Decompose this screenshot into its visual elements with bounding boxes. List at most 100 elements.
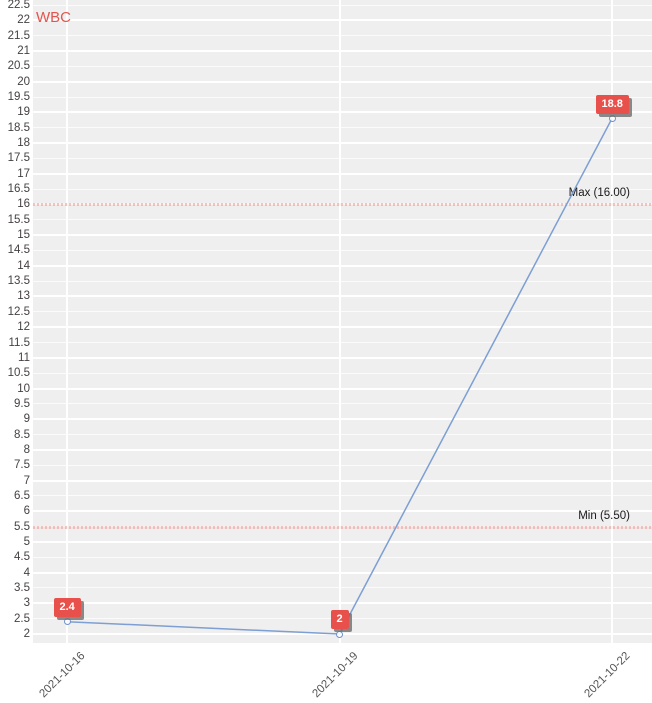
h-gridline (33, 111, 652, 114)
y-tick-label: 10.5 (7, 367, 30, 380)
y-tick-label: 18 (17, 137, 30, 150)
h-gridline (33, 4, 652, 6)
line-path (66, 118, 613, 635)
y-tick-label: 8 (23, 443, 30, 456)
plot-area: Max (16.00) Min (5.50) 2.4 2 18.8 (33, 0, 652, 643)
h-gridline (33, 19, 652, 22)
y-tick-label: 2 (23, 628, 30, 640)
y-tick-label: 4 (23, 566, 30, 579)
h-gridline (33, 249, 652, 251)
h-gridline (33, 172, 652, 175)
y-tick-label: 12.5 (7, 305, 30, 318)
h-gridline (33, 587, 652, 589)
y-axis: 22.5 22 21.5 21 20.5 20 19.5 19 18.5 18 17.5 17 16.5… (0, 0, 30, 643)
h-gridline (33, 602, 652, 605)
y-tick-label: 20 (17, 75, 30, 88)
y-tick-label: 20.5 (7, 60, 30, 73)
y-tick-label: 19.5 (7, 91, 30, 104)
y-tick-label: 4.5 (14, 551, 30, 564)
reference-line (33, 525, 652, 529)
h-gridline (33, 127, 652, 129)
y-tick-label: 12 (17, 321, 30, 334)
h-gridline (33, 418, 652, 421)
h-gridline (33, 50, 652, 53)
h-gridline (33, 387, 652, 390)
y-tick-label: 17.5 (7, 152, 30, 165)
h-gridline (33, 35, 652, 37)
y-tick-label: 14.5 (7, 244, 30, 257)
y-tick-label: 16.5 (7, 183, 30, 196)
h-gridline (33, 495, 652, 497)
line-series (66, 118, 613, 635)
h-gridline (33, 464, 652, 466)
y-tick-label: 15.5 (7, 213, 30, 226)
y-tick-label: 6 (23, 505, 30, 518)
y-tick-label: 19 (17, 106, 30, 119)
data-point-label: 18.8 (595, 94, 629, 114)
h-gridline (33, 326, 652, 329)
reference-line-label: Max (16.00) (568, 187, 630, 200)
y-tick-label: 5 (23, 535, 30, 548)
h-gridline (33, 142, 652, 145)
h-gridline (33, 540, 652, 543)
y-tick-label: 18.5 (7, 121, 30, 134)
h-gridline (33, 556, 652, 558)
h-gridline (33, 311, 652, 313)
x-tick-label: 2021-10-16 (37, 650, 88, 701)
y-tick-label: 7 (23, 474, 30, 487)
h-gridline (33, 372, 652, 374)
v-gridline (611, 0, 613, 643)
y-tick-label: 13 (17, 290, 30, 303)
y-tick-label: 21 (17, 45, 30, 58)
y-tick-label: 6.5 (14, 489, 30, 502)
h-gridline (33, 234, 652, 237)
reference-line-label: Min (5.50) (578, 509, 630, 522)
y-tick-label: 9.5 (14, 397, 30, 410)
chart-title: WBC (36, 9, 71, 26)
h-gridline (33, 219, 652, 221)
x-axis: 2021-10-16 2021-10-19 2021-10-22 (0, 643, 652, 703)
y-tick-label: 22 (17, 14, 30, 27)
y-tick-label: 3.5 (14, 581, 30, 594)
data-point-marker[interactable] (608, 115, 616, 123)
x-tick-label: 2021-10-19 (309, 650, 360, 701)
h-gridline (33, 571, 652, 574)
data-point-label: 2.4 (53, 597, 81, 617)
h-gridline (33, 188, 652, 190)
h-gridline (33, 157, 652, 159)
y-tick-label: 7.5 (14, 459, 30, 472)
h-gridline (33, 448, 652, 451)
v-gridline (338, 0, 341, 643)
y-tick-label: 15 (17, 229, 30, 242)
h-gridline (33, 479, 652, 482)
y-tick-label: 17 (17, 167, 30, 180)
data-point-label: 2 (330, 610, 349, 629)
reference-line (33, 203, 652, 207)
y-tick-label: 21.5 (7, 29, 30, 42)
h-gridline (33, 96, 652, 98)
y-tick-label: 2.5 (14, 612, 30, 625)
y-tick-label: 11 (18, 351, 30, 364)
y-tick-label: 3 (23, 597, 30, 610)
h-gridline (33, 356, 652, 359)
h-gridline (33, 403, 652, 405)
data-point-marker[interactable] (63, 618, 71, 626)
h-gridline (33, 65, 652, 67)
h-gridline (33, 434, 652, 436)
y-tick-label: 8.5 (14, 428, 30, 441)
y-tick-label: 22.5 (7, 0, 30, 11)
y-tick-label: 16 (17, 198, 30, 211)
y-tick-label: 5.5 (14, 520, 30, 533)
h-gridline (33, 80, 652, 83)
h-gridline (33, 342, 652, 343)
v-gridline (66, 0, 68, 643)
x-tick-label: 2021-10-22 (582, 650, 633, 701)
y-tick-label: 13.5 (7, 275, 30, 288)
y-tick-label: 9 (23, 413, 30, 426)
h-gridline (33, 264, 652, 267)
h-gridline (33, 510, 652, 513)
y-tick-label: 11.5 (8, 336, 30, 349)
y-tick-label: 10 (17, 382, 30, 395)
data-point-marker[interactable] (336, 630, 343, 638)
